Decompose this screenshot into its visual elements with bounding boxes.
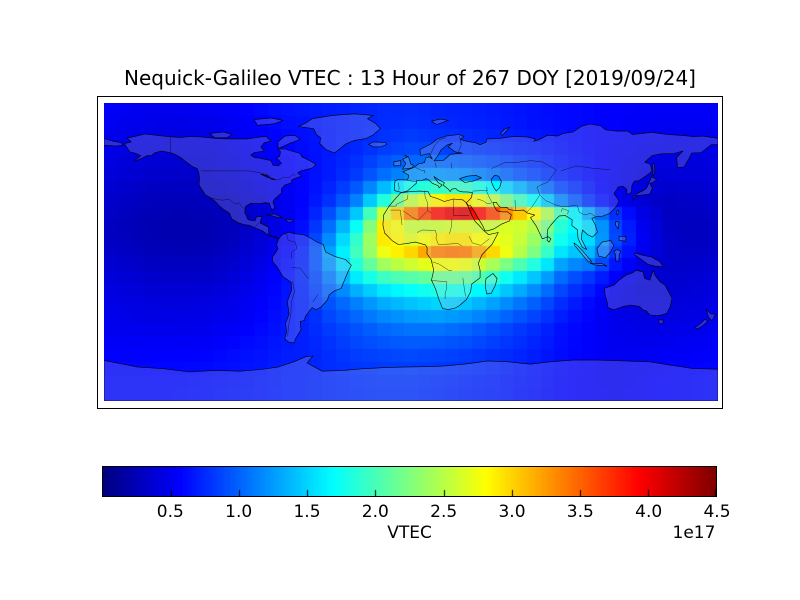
colorbar-tick-label: 0.5 xyxy=(156,502,184,522)
colorbar-tick-label: 3.0 xyxy=(498,502,526,522)
map-axes xyxy=(97,96,723,409)
coastlines xyxy=(104,113,718,401)
colorbar-tick-label: 1.0 xyxy=(225,502,253,522)
colorbar-tick-label: 4.0 xyxy=(635,502,663,522)
world-map-overlay xyxy=(104,113,718,401)
plot-title: Nequick-Galileo VTEC : 13 Hour of 267 DO… xyxy=(123,66,696,90)
colorbar xyxy=(102,466,717,497)
country-borders xyxy=(170,136,611,337)
colorbar-tick-label: 3.5 xyxy=(566,502,594,522)
colorbar-tick-label: 2.0 xyxy=(361,502,389,522)
vtec-heatmap-canvas xyxy=(104,103,718,401)
colorbar-tick-label: 4.5 xyxy=(703,502,731,522)
colorbar-offset-label: 1e17 xyxy=(672,523,716,543)
colorbar-gradient-canvas xyxy=(103,467,716,496)
colorbar-tick-label: 1.5 xyxy=(293,502,321,522)
colorbar-axis-label: VTEC xyxy=(387,523,432,543)
colorbar-tick-label: 2.5 xyxy=(430,502,458,522)
